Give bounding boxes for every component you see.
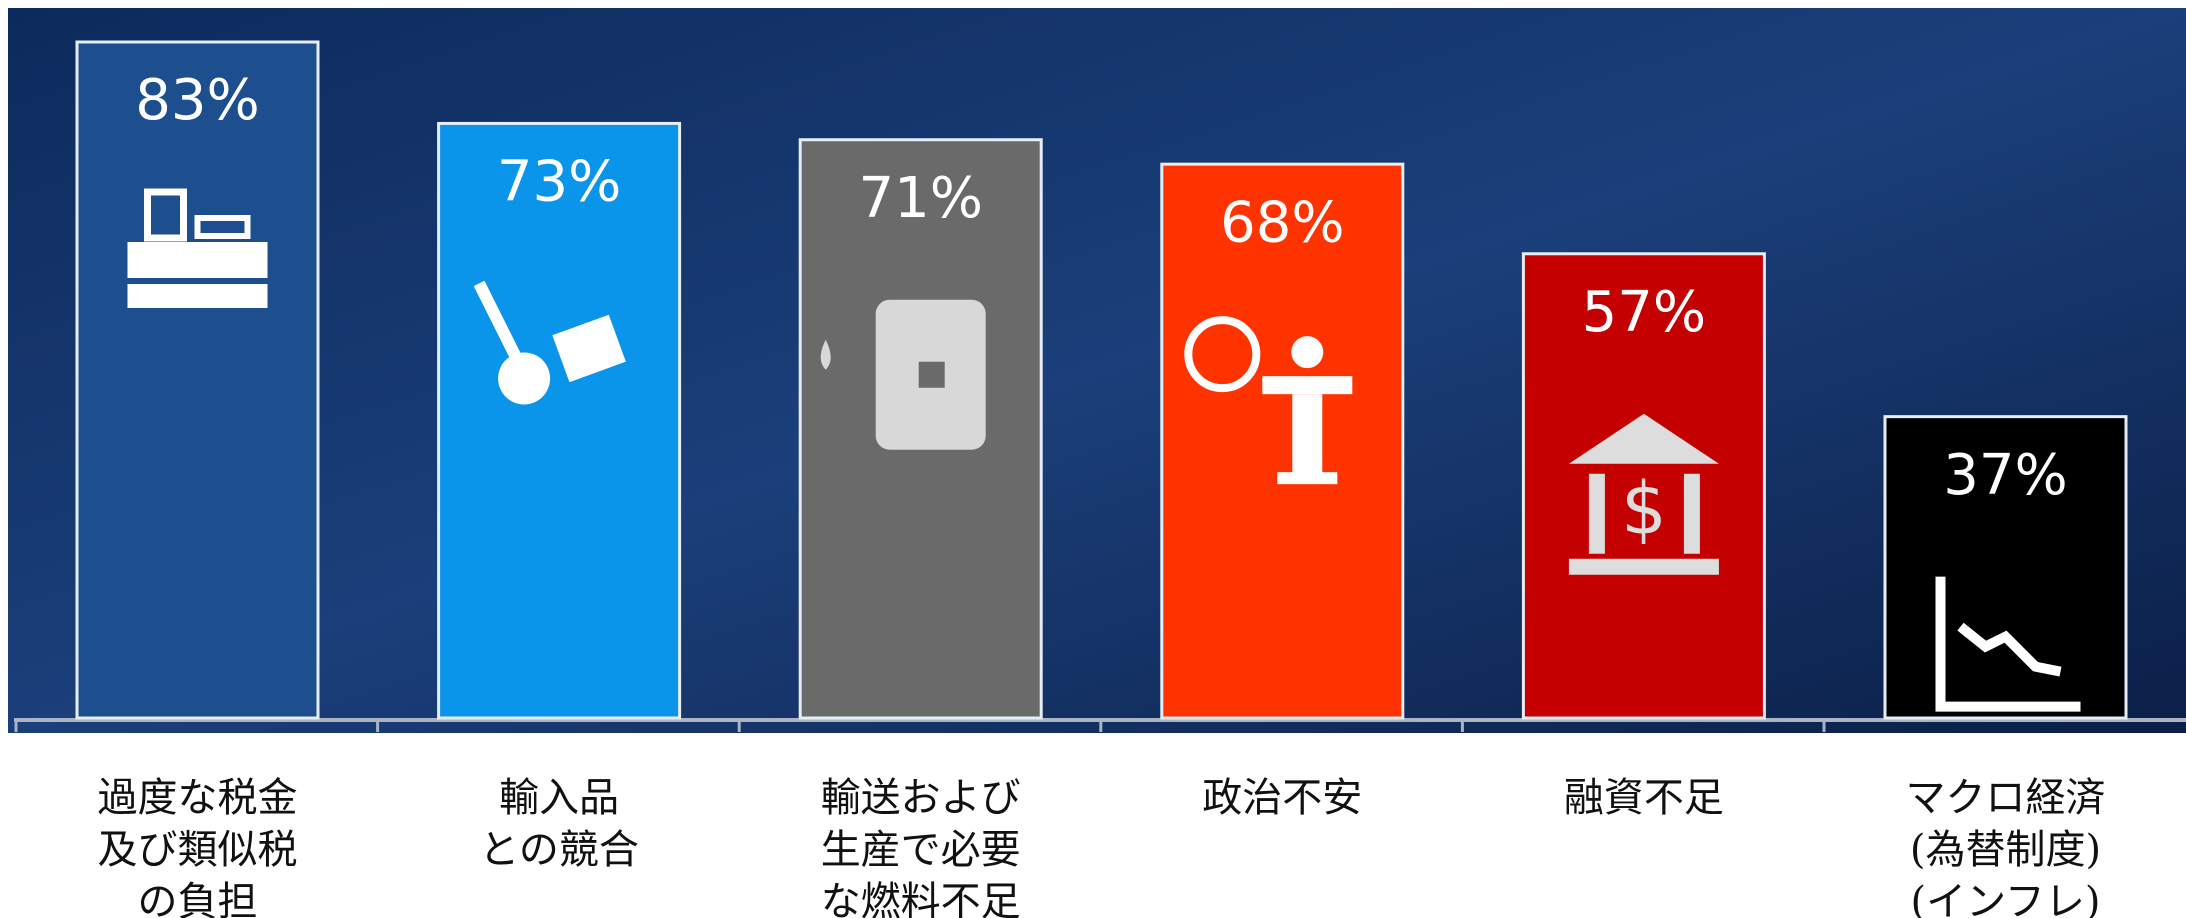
icon — [820, 339, 831, 370]
icon — [1291, 336, 1324, 369]
bar — [1883, 415, 2128, 720]
icon — [1292, 394, 1323, 475]
icon — [473, 280, 525, 367]
bar-icon — [1184, 316, 1353, 485]
bar-icon — [820, 299, 986, 450]
background — [8, 8, 2186, 733]
value-label: 71% — [858, 166, 982, 231]
icon — [1277, 472, 1338, 485]
category-label: 融資不足 — [1563, 775, 1724, 821]
bar — [75, 40, 320, 720]
category-label: 政治不安 — [1202, 775, 1363, 821]
icon — [1683, 473, 1700, 554]
icon — [144, 188, 187, 242]
icon — [1262, 376, 1353, 395]
bar-icon — [127, 188, 268, 308]
value-label: 37% — [1943, 443, 2067, 508]
category-label: 過度な税金 及び類似税 の負担 — [97, 775, 298, 918]
icon: $ — [1621, 466, 1667, 550]
icon — [552, 314, 626, 383]
value-label: 68% — [1220, 190, 1344, 255]
bar — [437, 121, 682, 720]
icon — [127, 284, 268, 308]
bar-icon: $ — [1568, 413, 1719, 575]
category-label: マクロ経済 (為替制度) (インフレ) — [1905, 775, 2106, 918]
category-label: 輸入品 との競合 — [479, 775, 639, 873]
icon — [194, 215, 251, 239]
icon — [1184, 316, 1261, 393]
value-label: 73% — [497, 150, 621, 215]
bar — [1521, 252, 1766, 720]
icon — [918, 361, 945, 388]
icon — [127, 242, 268, 278]
bar-icon — [473, 280, 626, 405]
bar — [1160, 162, 1405, 720]
icon — [1935, 576, 2081, 712]
icon — [1588, 473, 1605, 554]
icon — [498, 352, 551, 405]
value-label: 57% — [1582, 280, 1706, 345]
category-label: 輸送および 生産で必要 な燃料不足 — [820, 775, 1021, 918]
value-label: 83% — [135, 68, 259, 133]
bar-icon — [1935, 576, 2081, 712]
icon — [1568, 558, 1719, 575]
icon — [1568, 413, 1719, 464]
icon — [1957, 622, 2062, 677]
